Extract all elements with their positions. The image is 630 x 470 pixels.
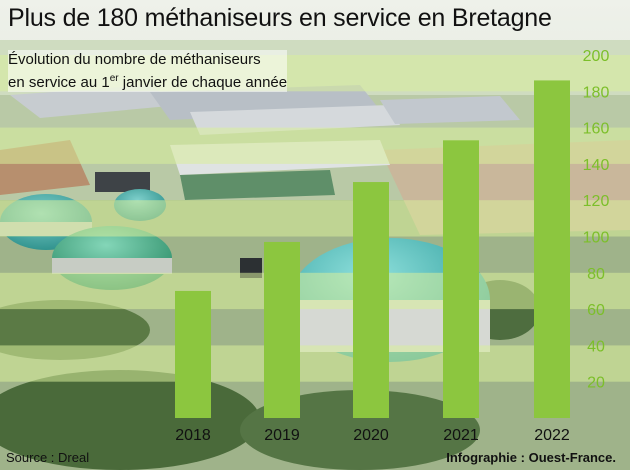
grid-band: [0, 200, 630, 237]
subtitle-line2-suffix: janvier de chaque année: [118, 74, 288, 91]
y-tick-label: 100: [583, 230, 610, 247]
y-tick-label: 120: [583, 193, 610, 210]
y-tick-label: 200: [583, 48, 610, 65]
grid-band: [0, 127, 630, 164]
bar-2020: [353, 182, 389, 418]
bars-group: [175, 80, 570, 418]
subtitle-line2-prefix: en service au 1: [8, 74, 110, 91]
chart-title: Plus de 180 méthaniseurs en service en B…: [8, 4, 552, 32]
y-tick-label: 40: [587, 338, 605, 355]
y-tick-label: 180: [583, 84, 610, 101]
y-tick-label: 80: [587, 266, 605, 283]
bar-2021: [443, 140, 479, 418]
grid-band: [0, 272, 630, 310]
credit-note: Infographie : Ouest-France.: [446, 450, 616, 465]
x-tick-label: 2018: [175, 427, 211, 444]
grid-band: [0, 345, 630, 382]
y-tick-label: 140: [583, 157, 610, 174]
source-note: Source : Dreal: [6, 450, 90, 465]
y-axis-labels: 20 40 60 80 100 120 140 160 180 200: [583, 48, 610, 392]
y-tick-label: 160: [583, 121, 610, 138]
x-axis-labels: 2018 2019 2020 2021 2022: [175, 427, 570, 444]
subtitle-line1: Évolution du nombre de méthaniseurs: [8, 51, 261, 68]
bar-2022: [534, 80, 570, 418]
x-tick-label: 2020: [353, 427, 389, 444]
bar-2019: [264, 241, 300, 418]
chart-subtitle: Évolution du nombre de méthaniseurs en s…: [8, 50, 288, 92]
y-tick-label: 20: [587, 375, 605, 392]
bar-2018: [175, 290, 211, 418]
y-tick-label: 60: [587, 302, 605, 319]
subtitle-superscript: er: [109, 73, 119, 84]
x-tick-label: 2019: [264, 427, 300, 444]
x-tick-label: 2022: [534, 427, 570, 444]
x-tick-label: 2021: [443, 427, 479, 444]
